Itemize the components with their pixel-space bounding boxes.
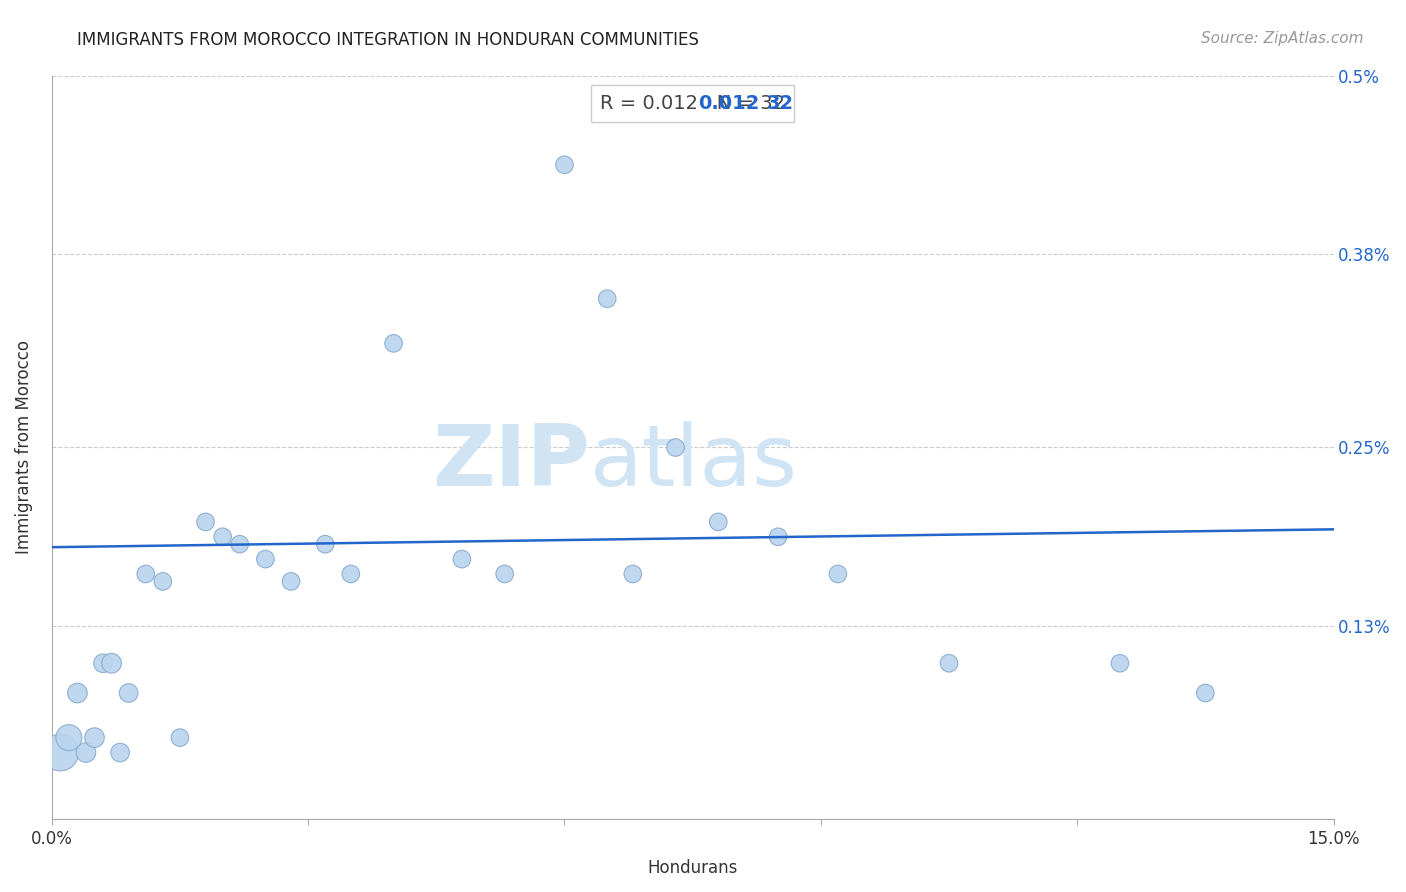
Point (280, 574, 302, 589)
Point (827, 566, 849, 581)
Text: atlas: atlas (591, 421, 799, 504)
Point (938, 657, 960, 671)
Point (194, 515, 217, 529)
Point (451, 552, 474, 566)
Point (707, 515, 730, 529)
Text: R = 0.012   N = 32: R = 0.012 N = 32 (600, 95, 785, 113)
Y-axis label: Immigrants from Morocco: Immigrants from Morocco (15, 341, 32, 555)
Point (91, 657, 114, 671)
Point (118, 686, 141, 700)
Point (596, 292, 619, 306)
X-axis label: Hondurans: Hondurans (647, 859, 738, 877)
Point (621, 566, 644, 581)
Point (1194, 686, 1216, 700)
Text: ZIP: ZIP (432, 421, 591, 504)
Point (494, 566, 516, 581)
Point (229, 537, 252, 551)
Text: 32: 32 (768, 95, 794, 113)
Point (152, 574, 174, 589)
Point (66, 686, 89, 700)
Point (664, 441, 686, 455)
Text: IMMIGRANTS FROM MOROCCO INTEGRATION IN HONDURAN COMMUNITIES: IMMIGRANTS FROM MOROCCO INTEGRATION IN H… (77, 31, 699, 49)
Point (100, 657, 122, 671)
Point (211, 530, 233, 544)
Point (75, 746, 97, 760)
Text: 0.012: 0.012 (697, 95, 759, 113)
Text: Source: ZipAtlas.com: Source: ZipAtlas.com (1201, 31, 1364, 46)
Point (1109, 657, 1132, 671)
Point (83, 731, 105, 745)
Point (340, 566, 363, 581)
Point (58, 731, 80, 745)
Point (766, 530, 789, 544)
Point (553, 158, 575, 172)
Point (382, 336, 405, 351)
Point (169, 731, 191, 745)
Point (135, 566, 157, 581)
Point (314, 537, 336, 551)
Point (49, 746, 72, 760)
Point (108, 746, 131, 760)
Point (254, 552, 277, 566)
